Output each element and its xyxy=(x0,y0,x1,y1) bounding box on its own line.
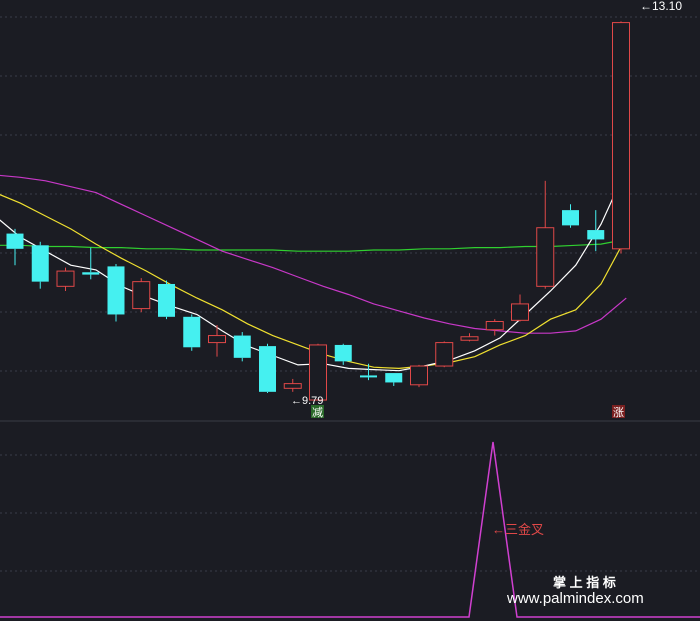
candle-body-down xyxy=(183,316,201,348)
candle-body-up xyxy=(536,227,555,287)
marker-up-text: 涨 xyxy=(613,406,624,419)
watermark-title: 掌 上 指 标 xyxy=(553,575,616,590)
candle xyxy=(536,180,555,289)
candle-body-down xyxy=(6,233,24,249)
marker-down-bg xyxy=(311,405,324,418)
candle-body-down xyxy=(158,283,175,317)
candle xyxy=(132,278,151,313)
marker-down-text: 减 xyxy=(312,406,323,419)
candle-body-down xyxy=(233,335,251,358)
candle-body-up xyxy=(511,303,529,321)
candle-body-up xyxy=(309,344,327,401)
candle-body-up xyxy=(460,336,479,341)
candle-body-up xyxy=(612,22,630,250)
candle xyxy=(183,314,201,351)
candle xyxy=(334,343,352,365)
candle xyxy=(562,204,579,228)
candle xyxy=(107,264,125,322)
candle xyxy=(259,343,276,393)
candle-body-up xyxy=(283,383,302,389)
annotations: ←13.10 ←9.79 减 涨 xyxy=(291,0,682,419)
candle-body-up xyxy=(485,320,504,331)
candle xyxy=(233,332,251,362)
grid xyxy=(0,16,700,372)
candle-body-down xyxy=(334,344,352,362)
candle xyxy=(360,363,377,381)
indicator-line xyxy=(0,441,700,618)
low-price-label: ←9.79 xyxy=(291,395,323,407)
candle-body-down xyxy=(31,245,49,282)
indicator-grid xyxy=(0,454,700,572)
indicator-panel xyxy=(0,441,700,618)
candle-body-up xyxy=(132,281,151,310)
candle xyxy=(208,325,226,357)
ma20-line xyxy=(0,174,627,334)
candle-body-down xyxy=(360,375,377,378)
ma10-line xyxy=(0,194,627,370)
candle xyxy=(6,228,24,266)
watermark-url: www.palmindex.com xyxy=(506,590,644,607)
candle-body-up xyxy=(435,342,454,367)
candle xyxy=(385,373,403,386)
candle-body-down xyxy=(82,272,100,275)
candle-body-down xyxy=(562,210,579,226)
candle xyxy=(31,241,49,289)
ma60-line xyxy=(0,238,627,252)
candle xyxy=(283,378,302,392)
candle xyxy=(485,319,504,336)
candle-body-down xyxy=(587,230,605,240)
candle xyxy=(158,280,175,320)
candle xyxy=(460,333,479,342)
candle-body-up xyxy=(208,335,226,344)
ma5-line xyxy=(0,168,627,372)
candle xyxy=(410,364,428,388)
high-price-label: ←13.10 xyxy=(640,0,682,13)
candle-body-up xyxy=(56,270,75,287)
candle xyxy=(511,294,529,322)
marker-up-bg xyxy=(612,405,625,418)
moving-average-lines xyxy=(0,168,627,372)
candles xyxy=(6,21,630,401)
candle xyxy=(82,247,100,280)
triple-golden-cross-label: ←三金叉 xyxy=(492,522,544,537)
candle xyxy=(309,343,327,401)
candle-body-down xyxy=(107,266,125,315)
candle-body-down xyxy=(259,346,276,392)
candle-body-down xyxy=(385,373,403,383)
candle xyxy=(587,210,605,252)
candle xyxy=(435,341,454,368)
candle xyxy=(56,267,75,292)
candle xyxy=(612,21,630,254)
candle-body-up xyxy=(410,365,428,386)
